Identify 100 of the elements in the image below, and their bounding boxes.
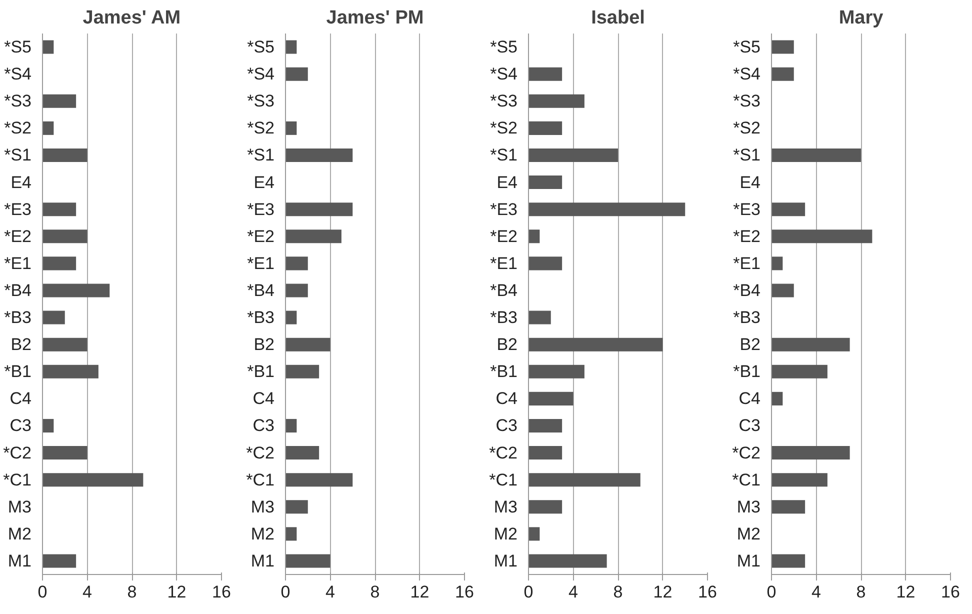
bar <box>42 338 88 352</box>
x-tick-label: 0 <box>280 582 290 602</box>
bar <box>42 256 76 270</box>
bar <box>42 121 54 135</box>
y-tick-label: *E1 <box>4 254 32 273</box>
y-tick-label: *S5 <box>4 38 32 57</box>
x-tick-label: 0 <box>38 582 48 602</box>
bar <box>772 338 850 352</box>
bar <box>772 554 806 568</box>
x-tick-label: 8 <box>127 582 137 602</box>
y-tick-label: *E1 <box>490 254 518 273</box>
bar <box>286 148 353 162</box>
bar <box>286 284 308 298</box>
y-tick-label: M2 <box>250 524 275 544</box>
bar <box>286 364 320 378</box>
chart-title: James' PM <box>326 8 424 28</box>
x-tick-label: 12 <box>167 582 186 602</box>
y-tick-label: *C2 <box>732 443 761 462</box>
y-tick-label: *S5 <box>490 38 518 57</box>
chart-title: Isabel <box>591 8 645 28</box>
x-tick-label: 16 <box>455 582 474 602</box>
bar <box>528 256 562 270</box>
bar <box>772 446 850 460</box>
bar <box>528 446 562 460</box>
bar <box>772 148 861 162</box>
y-tick-label: *B4 <box>4 280 32 300</box>
y-tick-label: *B1 <box>247 362 275 382</box>
bar <box>772 256 783 270</box>
y-tick-label: *E3 <box>490 200 518 219</box>
bar <box>772 284 794 298</box>
y-tick-label: *B3 <box>247 308 275 328</box>
y-tick-label: *S4 <box>247 64 275 84</box>
bar <box>286 40 297 54</box>
bar <box>528 94 584 108</box>
y-tick-label: E4 <box>10 172 32 192</box>
bar <box>772 230 872 244</box>
y-tick-label: *B4 <box>490 280 518 300</box>
y-tick-label: *E2 <box>247 226 275 246</box>
bar <box>42 364 98 378</box>
chart-title: James' AM <box>82 8 181 28</box>
x-tick-label: 0 <box>524 582 534 602</box>
bar <box>42 94 76 108</box>
y-tick-label: *C1 <box>246 470 275 490</box>
y-tick-label: *S3 <box>490 92 518 111</box>
bar <box>286 418 297 432</box>
y-tick-label: *S5 <box>247 38 275 57</box>
bar <box>528 554 607 568</box>
y-tick-label: E4 <box>496 172 518 192</box>
y-tick-label: *S5 <box>733 38 761 57</box>
bar <box>528 121 562 135</box>
bar <box>286 121 297 135</box>
y-tick-label: *S1 <box>490 146 518 165</box>
bar <box>286 554 330 568</box>
y-tick-label: *S3 <box>247 92 275 111</box>
x-tick-label: 8 <box>370 582 380 602</box>
bar <box>528 202 686 216</box>
bar <box>42 284 110 298</box>
y-tick-label: *E3 <box>247 200 275 219</box>
y-tick-label: C4 <box>738 389 761 408</box>
y-tick-label: *S2 <box>490 118 518 138</box>
y-tick-label: C3 <box>10 416 32 436</box>
y-tick-label: *B3 <box>490 308 518 328</box>
y-tick-label: *E3 <box>733 200 761 219</box>
bar <box>528 418 562 432</box>
bar <box>772 473 828 487</box>
bar <box>42 148 88 162</box>
bar <box>528 67 562 81</box>
bar <box>42 446 88 460</box>
y-tick-label: *B4 <box>733 280 761 300</box>
bar <box>528 148 618 162</box>
y-tick-label: *S4 <box>733 64 761 84</box>
y-tick-label: *S1 <box>4 146 32 165</box>
y-tick-label: *C2 <box>246 443 275 462</box>
y-tick-label: *S2 <box>4 118 32 138</box>
x-tick-label: 8 <box>613 582 623 602</box>
y-tick-label: C4 <box>10 389 32 408</box>
y-tick-label: B2 <box>496 335 518 354</box>
y-tick-label: C4 <box>496 389 518 408</box>
bar <box>286 500 308 514</box>
bar <box>286 256 308 270</box>
x-tick-label: 16 <box>212 582 231 602</box>
bar <box>42 310 65 324</box>
bar <box>772 392 783 406</box>
y-tick-label: *E2 <box>733 226 761 246</box>
y-tick-label: M1 <box>250 551 275 570</box>
chart-title: Mary <box>838 8 884 28</box>
y-tick-label: *S4 <box>490 64 518 84</box>
y-tick-label: B2 <box>10 335 32 354</box>
y-tick-label: M2 <box>8 524 32 544</box>
bar <box>286 527 297 541</box>
x-tick-label: 16 <box>698 582 717 602</box>
x-tick-label: 0 <box>766 582 776 602</box>
y-tick-label: C3 <box>252 416 275 436</box>
bar <box>42 40 54 54</box>
bar <box>286 202 353 216</box>
bar <box>286 338 330 352</box>
y-tick-label: M2 <box>736 524 761 544</box>
y-tick-label: *S2 <box>733 118 761 138</box>
y-tick-label: *B4 <box>247 280 275 300</box>
y-tick-label: *C1 <box>732 470 761 490</box>
